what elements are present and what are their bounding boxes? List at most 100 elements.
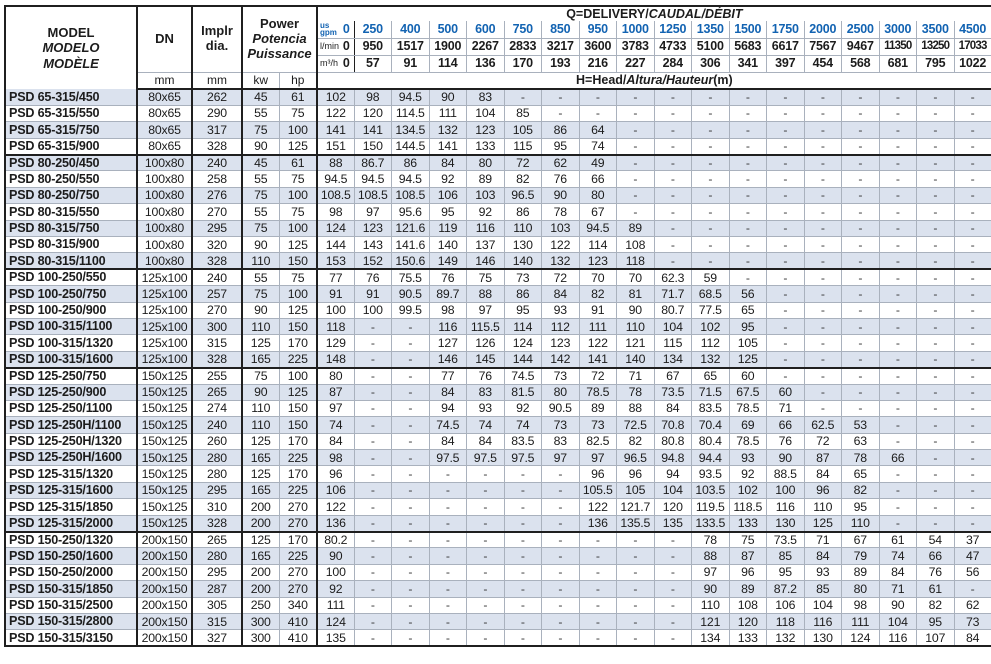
pump-spec-table: MODEL MODELO MODÈLE DN Implr dia. Power …: [4, 5, 991, 648]
head-cell: -: [541, 530, 580, 549]
head-cell: 130: [504, 236, 543, 254]
head-cell: -: [804, 318, 843, 336]
head-cell: -: [504, 515, 543, 533]
power-hp-cell: 75: [279, 203, 319, 221]
power-unit-hp: hp: [279, 71, 319, 90]
model-cell: PSD 125-315/2000: [5, 515, 138, 533]
head-cell: -: [654, 613, 693, 631]
head-cell: 123: [579, 252, 618, 270]
impeller-dia-cell: 295: [192, 482, 243, 500]
head-cell: -: [916, 302, 955, 319]
head-cell: 141: [579, 351, 618, 369]
power-hp-cell: 270: [279, 498, 319, 516]
model-cell: PSD 125-250/750: [5, 366, 138, 385]
head-cell: -: [654, 220, 693, 238]
head-cell: -: [954, 449, 991, 467]
head-cell: -: [691, 138, 730, 156]
head-cell: 84: [804, 465, 843, 483]
head-cell: -: [804, 121, 843, 139]
dn-cell: 200x150: [137, 613, 193, 631]
head-cell: -: [354, 318, 393, 336]
head-cell: -: [954, 334, 991, 352]
head-cell: 84: [879, 564, 918, 582]
head-cell: 103.5: [691, 482, 730, 500]
head-cell: 110: [841, 515, 880, 533]
flow-value: 216: [579, 55, 618, 73]
head-cell: 72: [579, 366, 618, 385]
head-cell: 71.5: [691, 384, 730, 401]
head-cell: -: [841, 170, 880, 188]
head-cell: -: [504, 580, 543, 598]
power-kw-cell: 110: [242, 318, 280, 336]
power-kw-cell: 45: [242, 153, 280, 172]
power-kw-cell: 110: [242, 416, 280, 434]
head-cell: 74.5: [504, 366, 543, 385]
head-cell: 150.6: [391, 252, 430, 270]
head-cell: -: [879, 465, 918, 483]
head-cell: -: [354, 515, 393, 533]
head-cell: -: [616, 530, 655, 549]
head-cell: -: [804, 252, 843, 270]
head-cell: 93.5: [691, 465, 730, 483]
head-cell: 144.5: [391, 138, 430, 156]
head-cell: 110: [804, 498, 843, 516]
head-cell: 122: [317, 105, 355, 123]
head-cell: 144: [504, 351, 543, 369]
model-cell: PSD 80-250/450: [5, 153, 138, 172]
head-cell: -: [841, 302, 880, 319]
head-cell: 140: [504, 252, 543, 270]
head-cell: 115.5: [466, 318, 505, 336]
head-cell: 122: [579, 498, 618, 516]
head-cell: -: [541, 465, 580, 483]
head-cell: 100: [317, 564, 355, 582]
flow-value: 568: [841, 55, 880, 73]
head-cell: -: [879, 153, 918, 172]
head-cell: -: [354, 580, 393, 598]
head-cell: -: [954, 351, 991, 369]
head-cell: -: [354, 334, 393, 352]
model-cell: PSD 150-250/2000: [5, 564, 138, 582]
head-cell: 104: [879, 613, 918, 631]
head-cell: -: [841, 138, 880, 156]
impeller-dia-cell: 240: [192, 268, 243, 287]
head-cell: -: [429, 597, 468, 615]
head-cell: 67: [654, 366, 693, 385]
power-kw-cell: 200: [242, 515, 280, 533]
head-cell: 89: [466, 170, 505, 188]
table-row: PSD 100-315/1100 125x100 300 110 150 118- -116…: [5, 318, 991, 336]
head-cell: 90.5: [391, 285, 430, 303]
head-cell: -: [391, 384, 430, 401]
head-cell: 140: [616, 351, 655, 369]
head-cell: -: [954, 89, 991, 106]
table-row: PSD 125-315/2000 150x125 328 200 270 136- - - - -…: [5, 515, 991, 533]
head-cell: -: [916, 400, 955, 418]
flow-value: 1500: [729, 21, 768, 39]
head-cell: 66: [879, 449, 918, 467]
flow-value: 0: [339, 55, 355, 73]
head-cell: -: [354, 351, 393, 369]
head-cell: -: [391, 530, 430, 549]
head-cell: 70.8: [654, 416, 693, 434]
head-cell: 77: [317, 268, 355, 287]
head-cell: 98: [841, 597, 880, 615]
head-cell: 78.5: [579, 384, 618, 401]
head-cell: 88: [317, 153, 355, 172]
head-cell: 116: [804, 613, 843, 631]
head-cell: -: [654, 564, 693, 582]
head-cell: 125: [729, 351, 768, 369]
table-body: PSD 65-315/450 80x65 262 45 61 102 98 94.5 90 83-…: [5, 89, 991, 647]
head-cell: -: [841, 285, 880, 303]
head-cell: -: [504, 547, 543, 565]
head-cell: -: [766, 351, 805, 369]
dn-cell: 100x80: [137, 187, 193, 205]
head-cell: 105: [729, 334, 768, 352]
head-cell: -: [766, 366, 805, 385]
power-hp-cell: 340: [279, 597, 319, 615]
head-cell: 62: [954, 597, 991, 615]
flow-value: 5683: [729, 38, 768, 56]
head-cell: -: [841, 252, 880, 270]
head-cell: 142: [541, 351, 580, 369]
head-cell: -: [391, 318, 430, 336]
head-cell: -: [841, 268, 880, 287]
impeller-dia-cell: 265: [192, 530, 243, 549]
